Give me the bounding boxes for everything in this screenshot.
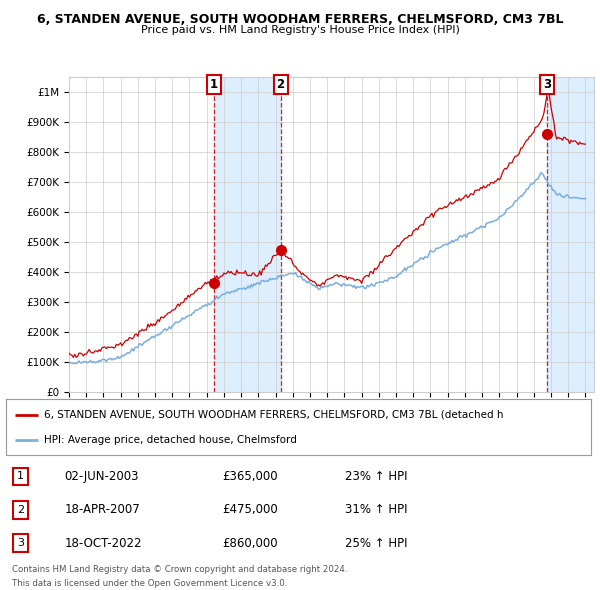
Text: 31% ↑ HPI: 31% ↑ HPI bbox=[346, 503, 408, 516]
Text: 6, STANDEN AVENUE, SOUTH WOODHAM FERRERS, CHELMSFORD, CM3 7BL (detached h: 6, STANDEN AVENUE, SOUTH WOODHAM FERRERS… bbox=[44, 409, 503, 419]
Text: 18-OCT-2022: 18-OCT-2022 bbox=[65, 537, 142, 550]
Text: 2: 2 bbox=[277, 78, 284, 91]
Text: 1: 1 bbox=[17, 471, 24, 481]
Text: 2: 2 bbox=[17, 505, 24, 515]
Text: 1: 1 bbox=[210, 78, 218, 91]
Text: 3: 3 bbox=[543, 78, 551, 91]
Text: Contains HM Land Registry data © Crown copyright and database right 2024.: Contains HM Land Registry data © Crown c… bbox=[12, 565, 347, 573]
Bar bbox=[547, 77, 594, 392]
Text: 25% ↑ HPI: 25% ↑ HPI bbox=[346, 537, 408, 550]
Text: 3: 3 bbox=[17, 538, 24, 548]
Text: 18-APR-2007: 18-APR-2007 bbox=[65, 503, 140, 516]
Text: £475,000: £475,000 bbox=[223, 503, 278, 516]
Text: This data is licensed under the Open Government Licence v3.0.: This data is licensed under the Open Gov… bbox=[12, 579, 287, 588]
Text: £860,000: £860,000 bbox=[223, 537, 278, 550]
Text: Price paid vs. HM Land Registry's House Price Index (HPI): Price paid vs. HM Land Registry's House … bbox=[140, 25, 460, 35]
Text: 23% ↑ HPI: 23% ↑ HPI bbox=[346, 470, 408, 483]
Bar bbox=[214, 77, 281, 392]
Text: £365,000: £365,000 bbox=[223, 470, 278, 483]
Text: 02-JUN-2003: 02-JUN-2003 bbox=[65, 470, 139, 483]
Text: HPI: Average price, detached house, Chelmsford: HPI: Average price, detached house, Chel… bbox=[44, 435, 297, 445]
Text: 6, STANDEN AVENUE, SOUTH WOODHAM FERRERS, CHELMSFORD, CM3 7BL: 6, STANDEN AVENUE, SOUTH WOODHAM FERRERS… bbox=[37, 13, 563, 26]
